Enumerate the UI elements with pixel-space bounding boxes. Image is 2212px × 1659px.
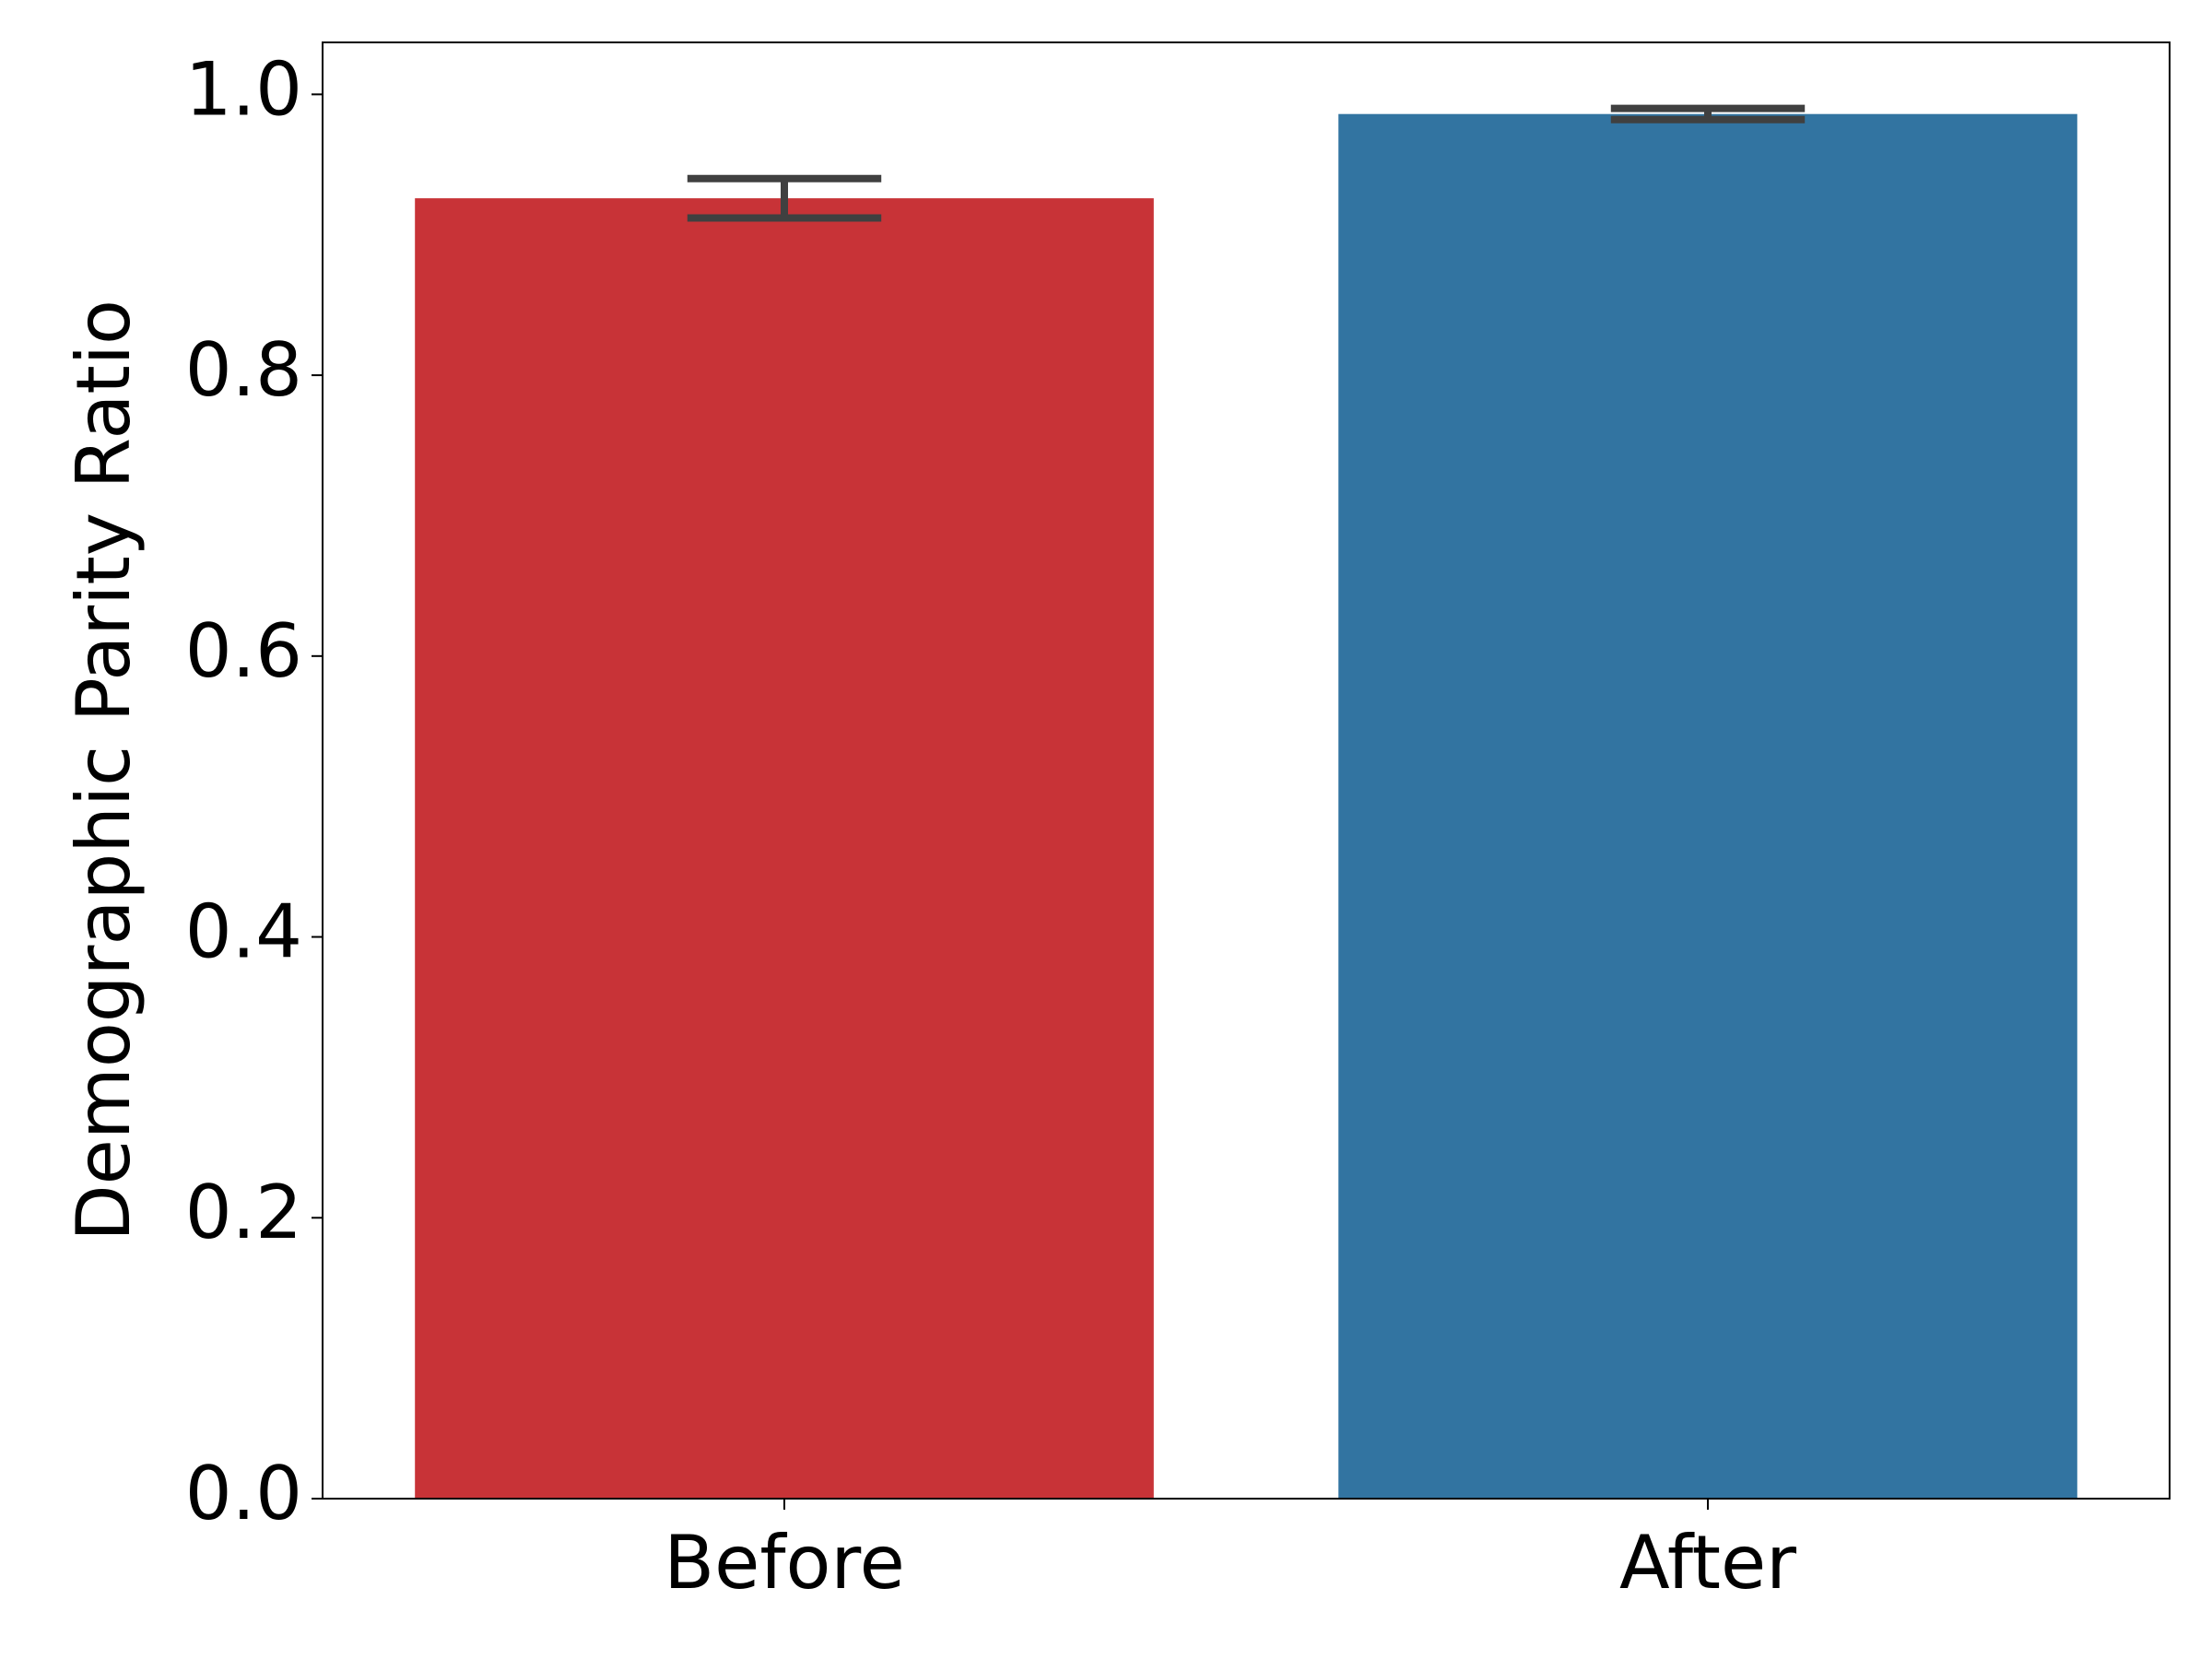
- y-tick-label: 0.2: [185, 1170, 302, 1255]
- y-tick-label: 0.0: [185, 1451, 302, 1536]
- x-tick-label: After: [1619, 1520, 1796, 1606]
- bar: [415, 198, 1154, 1500]
- y-axis-label: Demographic Parity Ratio: [61, 300, 147, 1241]
- plot-frame: [322, 41, 2171, 1500]
- bar: [1338, 113, 2077, 1499]
- y-tick-label: 0.8: [185, 327, 302, 413]
- x-tick-label: Before: [664, 1520, 905, 1606]
- y-tick-label: 0.6: [185, 608, 302, 694]
- y-tick-label: 1.0: [185, 46, 302, 132]
- y-tick-label: 0.4: [185, 889, 302, 975]
